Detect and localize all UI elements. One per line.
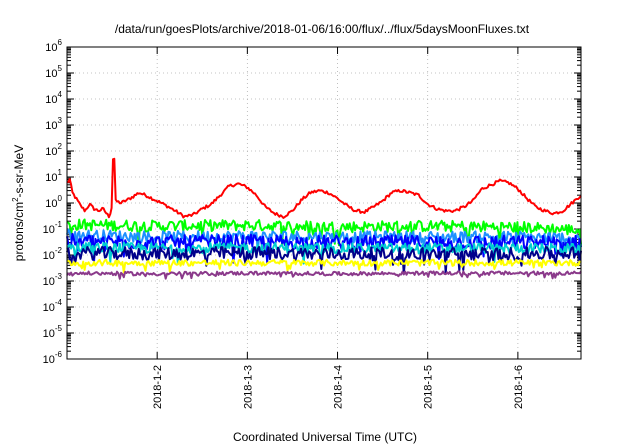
y-tick-label: 100	[45, 194, 62, 210]
series-line	[66, 270, 582, 280]
x-tick-label: 2018-1-6	[513, 365, 525, 409]
y-tick-label: 106	[45, 38, 62, 54]
y-tick-label: 10-5	[43, 324, 63, 340]
y-tick-label: 102	[45, 142, 62, 158]
grid	[67, 47, 581, 359]
y-tick-label: 10-3	[43, 272, 63, 288]
plot-frame	[66, 46, 582, 360]
y-tick-label: 10-2	[43, 246, 63, 262]
series-line	[66, 245, 582, 276]
y-tick-label: 10-4	[43, 298, 63, 314]
x-axis-ticks: 2018-1-2 2018-1-3 2018-1-4 2018-1-5 2018-1-6	[152, 47, 525, 409]
x-tick-label: 2018-1-4	[333, 365, 345, 409]
y-tick-label: 10-1	[43, 220, 63, 236]
x-axis-label: Coordinated Universal Time (UTC)	[233, 430, 417, 444]
y-tick-label: 105	[45, 64, 62, 80]
y-tick-label: 101	[45, 168, 62, 184]
y-label-base: protons/cm	[12, 202, 26, 261]
y-tick-label: 103	[45, 116, 62, 132]
y-tick-label: 10-6	[43, 350, 63, 366]
y-axis-label: protons/cm2-s-sr-MeV	[11, 145, 26, 261]
x-tick-label: 2018-1-2	[152, 365, 164, 409]
series-line	[66, 218, 582, 247]
y-tick-label: 104	[45, 90, 62, 106]
series-line	[66, 232, 582, 265]
series-group	[66, 157, 582, 280]
x-tick-label: 2018-1-3	[242, 365, 254, 409]
y-label-rest: -s-sr-MeV	[12, 145, 26, 198]
series-line	[66, 258, 582, 274]
y-axis-ticks: 10-6 10-5 10-4 10-3 10-2 10-1 100 101 102 103 104 1…	[43, 38, 581, 366]
series-line	[66, 157, 582, 219]
x-tick-label: 2018-1-5	[423, 365, 435, 409]
y-label-sup: 2	[11, 197, 20, 202]
chart-title: /data/run/goesPlots/archive/2018-01-06/1…	[115, 22, 530, 36]
